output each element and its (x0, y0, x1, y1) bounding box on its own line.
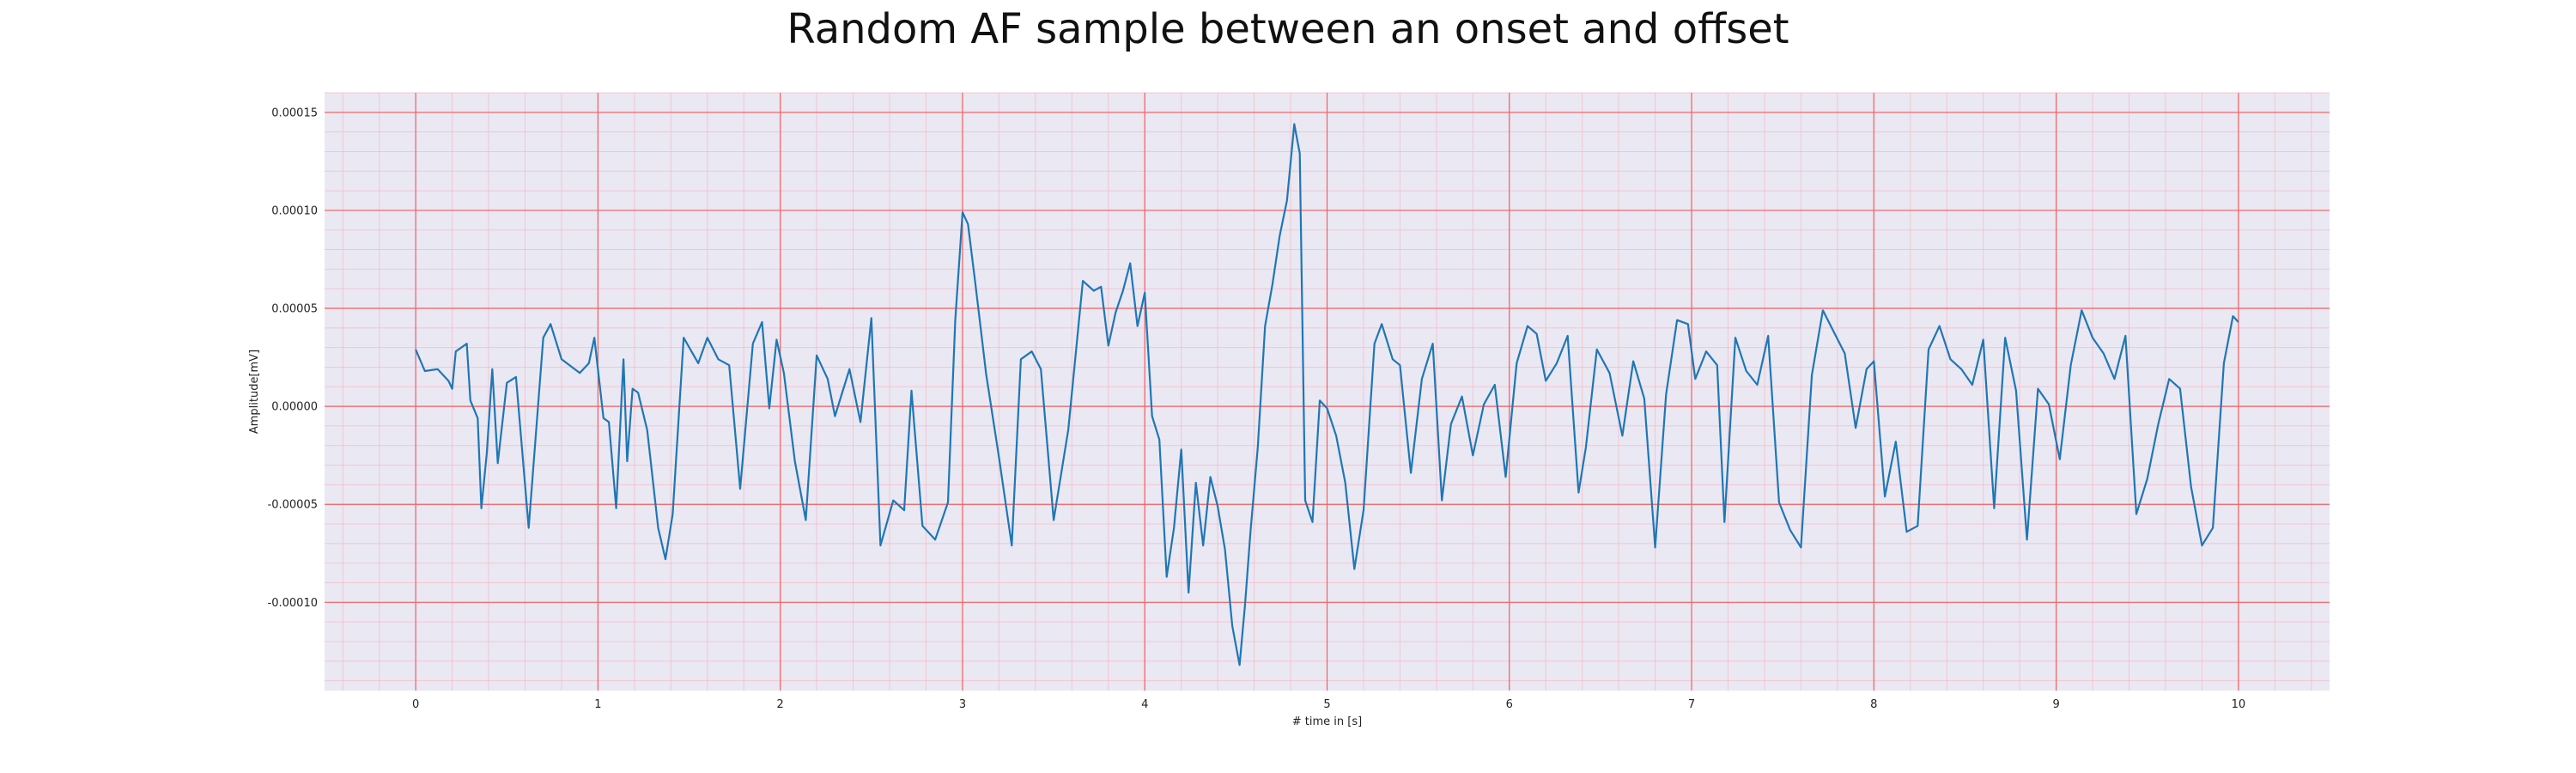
x-tick-label: 2 (777, 698, 784, 711)
y-tick-label: 0.00010 (271, 204, 318, 217)
y-axis-label: Amplitude[mV] (248, 350, 261, 434)
y-tick-label: -0.00005 (268, 499, 318, 512)
x-tick-label: 0 (412, 698, 419, 711)
x-axis-ticks: 0 1 2 3 4 5 6 7 8 9 10 (412, 698, 2245, 711)
x-tick-label: 8 (1870, 698, 1877, 711)
series-line (415, 123, 2239, 666)
x-tick-label: 9 (2052, 698, 2059, 711)
x-tick-label: 4 (1141, 698, 1148, 711)
x-axis-label: # time in [s] (1292, 715, 1362, 728)
y-tick-label: 0.00000 (271, 401, 318, 414)
y-tick-label: -0.00010 (268, 597, 318, 610)
x-tick-label: 6 (1506, 698, 1513, 711)
major-grid (325, 93, 2330, 691)
x-tick-label: 1 (594, 698, 601, 711)
y-tick-label: 0.00015 (271, 107, 318, 119)
x-tick-label: 7 (1688, 698, 1695, 711)
x-tick-label: 3 (959, 698, 966, 711)
y-axis-ticks: -0.00010 -0.00005 0.00000 0.00005 0.00010 0.0… (268, 107, 318, 609)
x-tick-label: 5 (1323, 698, 1330, 711)
y-tick-label: 0.00005 (271, 303, 318, 316)
x-tick-label: 10 (2232, 698, 2246, 711)
chart-title: Random AF sample between an onset and of… (787, 5, 1789, 53)
